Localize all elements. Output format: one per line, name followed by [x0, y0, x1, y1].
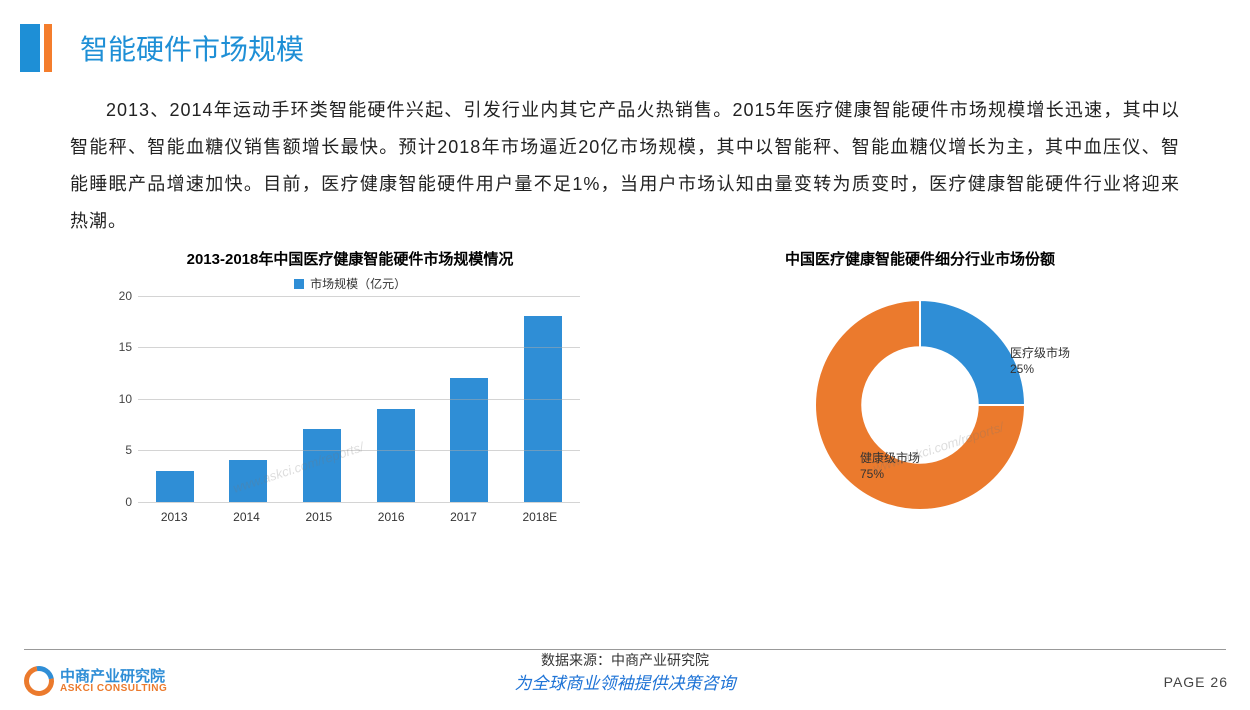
gridline [138, 296, 580, 297]
logo-mark-icon [18, 660, 60, 702]
y-axis-label: 10 [108, 392, 132, 406]
legend-swatch [294, 279, 304, 289]
bar [156, 471, 194, 502]
logo-text-cn: 中商产业研究院 [60, 669, 167, 684]
slide-title: 智能硬件市场规模 [80, 28, 304, 68]
gridline [138, 347, 580, 348]
header-blue-bar [20, 24, 40, 72]
donut-slice-label-medical: 医疗级市场25% [1010, 345, 1070, 377]
body-paragraph: 2013、2014年运动手环类智能硬件兴起、引发行业内其它产品火热销售。2015… [0, 72, 1250, 248]
page-number: PAGE 26 [1164, 674, 1228, 690]
page-label: PAGE [1164, 674, 1206, 690]
legend-label: 市场规模（亿元） [310, 277, 406, 291]
y-axis-label: 5 [108, 443, 132, 457]
tagline: 为全球商业领袖提供决策咨询 [0, 669, 1250, 694]
bar [450, 378, 488, 502]
x-axis-label: 2016 [378, 506, 405, 526]
bar [377, 409, 415, 502]
donut-chart-title: 中国医疗健康智能硬件细分行业市场份额 [660, 248, 1180, 269]
x-axis-label: 2014 [233, 506, 260, 526]
data-source: 数据来源：中商产业研究院 [0, 650, 1250, 670]
slide-header: 智能硬件市场规模 [0, 0, 1250, 72]
y-axis-label: 0 [108, 495, 132, 509]
bar-chart-title: 2013-2018年中国医疗健康智能硬件市场规模情况 [90, 248, 610, 269]
y-axis-label: 15 [108, 340, 132, 354]
gridline [138, 450, 580, 451]
gridline [138, 502, 580, 503]
header-orange-bar [44, 24, 52, 72]
bar-chart-container: 2013-2018年中国医疗健康智能硬件市场规模情况 市场规模（亿元） 0 5 10… [90, 248, 610, 535]
x-axis-label: 2017 [450, 506, 477, 526]
x-axis-label: 2013 [161, 506, 188, 526]
bar-chart-legend: 市场规模（亿元） [90, 275, 610, 292]
charts-row: 2013-2018年中国医疗健康智能硬件市场规模情况 市场规模（亿元） 0 5 10… [0, 248, 1250, 535]
company-logo: 中商产业研究院 ASKCI CONSULTING [24, 666, 167, 696]
donut-slice-label-health: 健康级市场75% [860, 450, 920, 482]
gridline [138, 399, 580, 400]
x-axis-label: 2015 [305, 506, 332, 526]
bar-chart: 05101520 201320142015201620172018E [100, 296, 590, 526]
bar [303, 429, 341, 501]
logo-text-en: ASKCI CONSULTING [60, 684, 167, 694]
donut-chart: 健康级市场75% 医疗级市场25% [660, 275, 1180, 535]
page-number-value: 26 [1210, 674, 1228, 690]
x-axis-label: 2018E [522, 506, 557, 526]
bar [524, 316, 562, 501]
bar [229, 460, 267, 501]
y-axis-label: 20 [108, 289, 132, 303]
donut-chart-container: 中国医疗健康智能硬件细分行业市场份额 健康级市场75% 医疗级市场25% [660, 248, 1180, 535]
